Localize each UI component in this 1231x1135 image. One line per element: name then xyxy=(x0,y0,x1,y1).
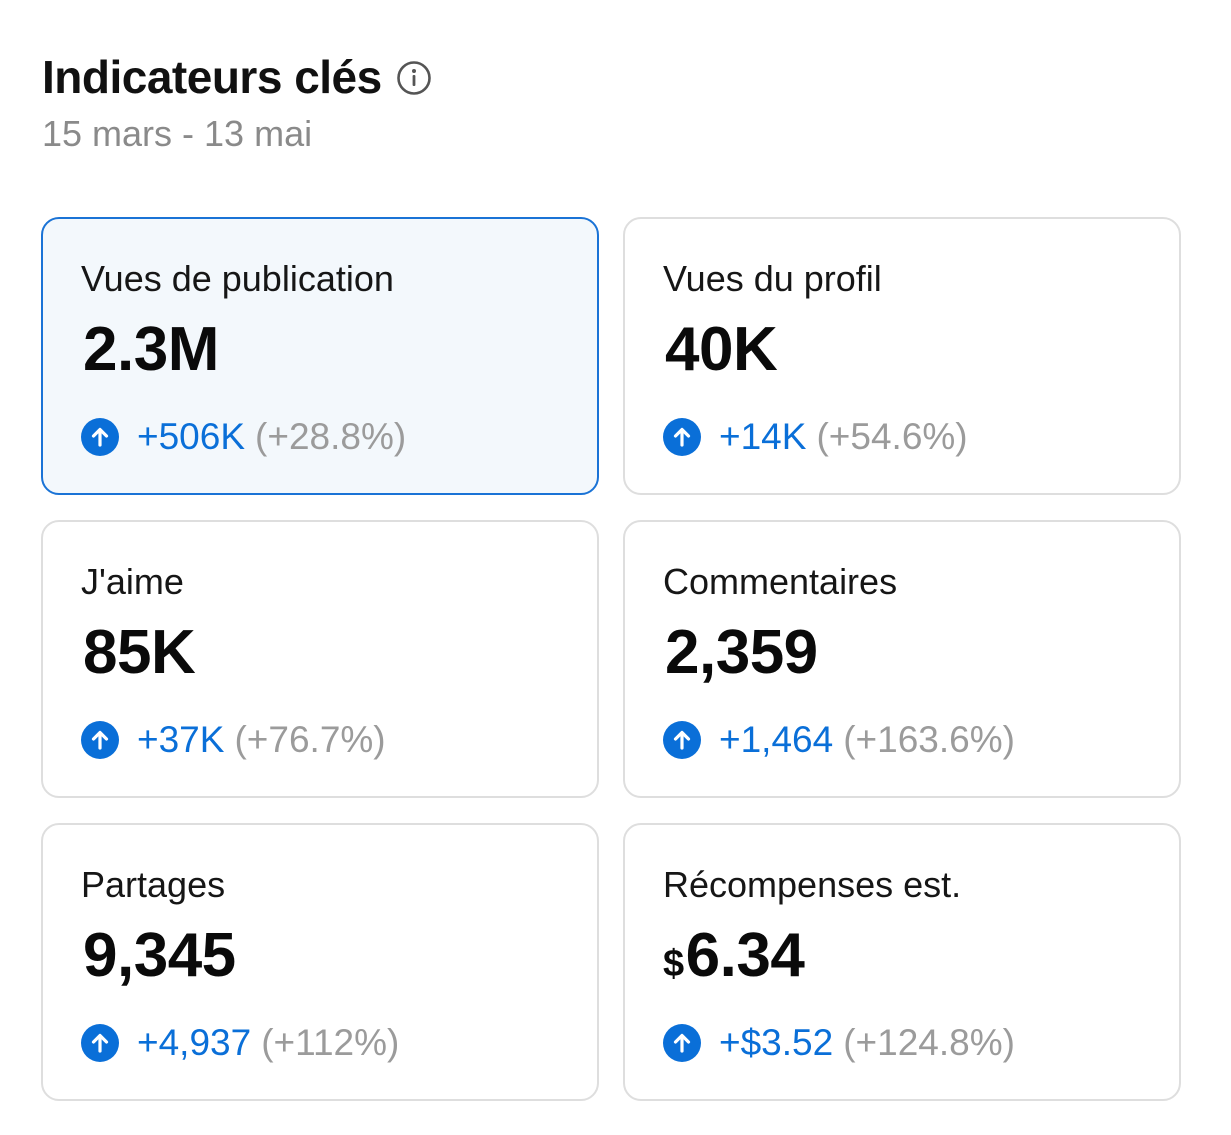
delta-row: +$3.52 (+124.8%) xyxy=(663,1021,1179,1065)
info-circle-icon[interactable] xyxy=(396,60,432,96)
metric-card-likes[interactable]: J'aime 85K +37K (+76.7%) xyxy=(41,520,599,798)
metric-value: 2,359 xyxy=(663,620,1179,694)
delta-row: +14K (+54.6%) xyxy=(663,415,1179,459)
arrow-up-circle-icon xyxy=(81,418,119,456)
metric-label: Partages xyxy=(81,864,226,905)
metric-number: 85K xyxy=(83,618,196,687)
metric-card-comments[interactable]: Commentaires 2,359 +1,464 (+163.6%) xyxy=(623,520,1181,798)
delta-value: +$3.52 xyxy=(719,1022,834,1063)
delta-percent: (+163.6%) xyxy=(843,719,1015,760)
metric-label: J'aime xyxy=(81,561,184,602)
metric-card-shares[interactable]: Partages 9,345 +4,937 (+112%) xyxy=(41,823,599,1101)
delta-row: +4,937 (+112%) xyxy=(81,1021,597,1065)
delta-percent: (+124.8%) xyxy=(843,1022,1015,1063)
page-title: Indicateurs clés xyxy=(42,51,382,103)
arrow-up-circle-icon xyxy=(663,721,701,759)
metric-label: Commentaires xyxy=(663,561,898,602)
delta-row: +37K (+76.7%) xyxy=(81,718,597,762)
metric-number: 9,345 xyxy=(83,921,236,990)
metric-value: $6.34 xyxy=(663,923,1179,997)
metric-number: 40K xyxy=(665,315,778,384)
metric-label: Vues du profil xyxy=(663,258,882,299)
metric-value: 85K xyxy=(81,620,597,694)
metric-value: 40K xyxy=(663,317,1179,391)
currency-symbol: $ xyxy=(663,943,684,985)
arrow-up-circle-icon xyxy=(663,1024,701,1062)
metric-card-post-views[interactable]: Vues de publication 2.3M +506K (+28.8%) xyxy=(41,217,599,495)
title-row: Indicateurs clés xyxy=(42,48,432,106)
delta-value: +506K xyxy=(137,416,246,457)
metric-number: 2,359 xyxy=(665,618,818,687)
arrow-up-circle-icon xyxy=(81,1024,119,1062)
delta-value: +1,464 xyxy=(719,719,834,760)
delta-percent: (+76.7%) xyxy=(234,719,386,760)
delta-row: +506K (+28.8%) xyxy=(81,415,597,459)
delta-percent: (+28.8%) xyxy=(255,416,407,457)
delta-percent: (+112%) xyxy=(261,1022,400,1063)
metric-label: Vues de publication xyxy=(81,258,394,299)
arrow-up-circle-icon xyxy=(663,418,701,456)
key-metrics-header: Indicateurs clés 15 mars - 13 mai xyxy=(42,48,432,156)
delta-value: +37K xyxy=(137,719,225,760)
metric-number: 2.3M xyxy=(83,315,219,384)
delta-row: +1,464 (+163.6%) xyxy=(663,718,1179,762)
metric-card-est-rewards[interactable]: Récompenses est. $6.34 +$3.52 (+124.8%) xyxy=(623,823,1181,1101)
metric-value: 2.3M xyxy=(81,317,597,391)
delta-value: +14K xyxy=(719,416,807,457)
metric-card-profile-views[interactable]: Vues du profil 40K +14K (+54.6%) xyxy=(623,217,1181,495)
metric-number: 6.34 xyxy=(685,921,805,990)
arrow-up-circle-icon xyxy=(81,721,119,759)
metric-label: Récompenses est. xyxy=(663,864,962,905)
date-range: 15 mars - 13 mai xyxy=(42,113,313,154)
metrics-grid: Vues de publication 2.3M +506K (+28.8%) … xyxy=(41,217,1181,1102)
metric-value: 9,345 xyxy=(81,923,597,997)
delta-value: +4,937 xyxy=(137,1022,252,1063)
delta-percent: (+54.6%) xyxy=(816,416,968,457)
